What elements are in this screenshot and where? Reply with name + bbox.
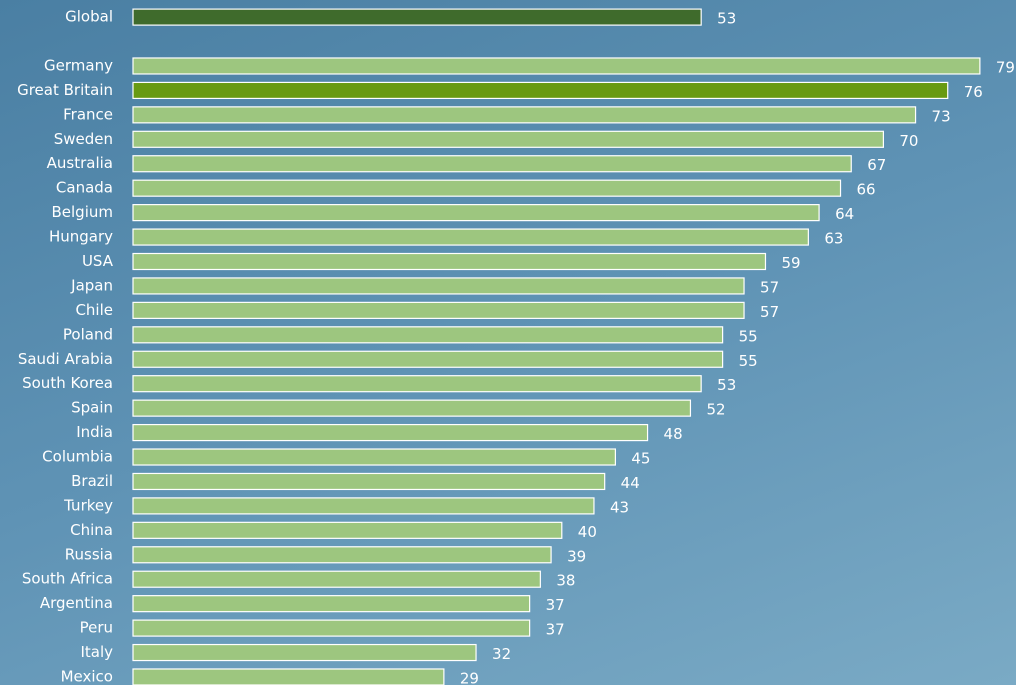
value-label: 57 bbox=[760, 278, 779, 296]
bar bbox=[132, 204, 820, 222]
category-label: Great Britain bbox=[17, 81, 113, 99]
bar bbox=[132, 252, 767, 271]
value-label: 76 bbox=[964, 83, 983, 101]
category-label: France bbox=[63, 105, 113, 123]
category-label: Argentina bbox=[40, 594, 113, 612]
value-label: 55 bbox=[739, 327, 758, 345]
value-label: 53 bbox=[717, 10, 736, 28]
category-label: Brazil bbox=[71, 472, 113, 490]
category-label: Japan bbox=[70, 276, 113, 294]
bar bbox=[132, 155, 852, 173]
bar bbox=[132, 595, 531, 613]
value-label: 66 bbox=[857, 181, 876, 199]
bar bbox=[132, 643, 477, 662]
category-label: Mexico bbox=[61, 667, 113, 685]
value-label: 55 bbox=[739, 352, 758, 370]
bar bbox=[132, 668, 445, 685]
value-label: 59 bbox=[781, 254, 800, 272]
category-label: Germany bbox=[44, 56, 113, 74]
bar bbox=[132, 546, 552, 564]
value-label: 29 bbox=[460, 669, 479, 685]
bar bbox=[132, 497, 595, 515]
value-label: 63 bbox=[824, 230, 843, 248]
bar bbox=[132, 106, 917, 124]
category-label: Peru bbox=[80, 619, 113, 637]
bar bbox=[132, 8, 702, 26]
bar bbox=[132, 472, 606, 491]
value-label: 37 bbox=[546, 596, 565, 614]
category-label: Spain bbox=[71, 399, 113, 417]
bar bbox=[132, 57, 981, 75]
category-label: Sweden bbox=[54, 130, 113, 148]
bar bbox=[132, 81, 949, 100]
value-label: 67 bbox=[867, 156, 886, 174]
category-label: Belgium bbox=[52, 203, 114, 221]
value-label: 38 bbox=[556, 572, 575, 590]
category-label: China bbox=[70, 521, 113, 539]
bar bbox=[132, 228, 809, 246]
category-label: Hungary bbox=[49, 228, 113, 246]
category-label: Chile bbox=[75, 301, 113, 319]
bar bbox=[132, 301, 745, 319]
bar bbox=[132, 448, 616, 466]
category-label: Columbia bbox=[42, 448, 113, 466]
bar bbox=[132, 521, 563, 539]
value-label: 48 bbox=[664, 425, 683, 443]
value-label: 43 bbox=[610, 498, 629, 516]
category-label: Global bbox=[65, 8, 113, 26]
category-label: Turkey bbox=[63, 496, 113, 514]
category-label: Canada bbox=[56, 179, 113, 197]
value-label: 73 bbox=[932, 107, 951, 125]
bar bbox=[132, 570, 541, 588]
category-label: Poland bbox=[63, 325, 113, 343]
category-label: Italy bbox=[80, 643, 113, 661]
category-label: USA bbox=[82, 252, 114, 270]
bar bbox=[132, 375, 702, 393]
value-label: 53 bbox=[717, 376, 736, 394]
value-label: 39 bbox=[567, 547, 586, 565]
value-label: 40 bbox=[578, 523, 597, 541]
category-label: South Korea bbox=[22, 374, 113, 392]
value-label: 37 bbox=[546, 621, 565, 639]
bar bbox=[132, 619, 531, 637]
bar bbox=[132, 423, 649, 442]
bar bbox=[132, 350, 724, 368]
value-label: 44 bbox=[621, 474, 640, 492]
value-label: 57 bbox=[760, 303, 779, 321]
bar bbox=[132, 130, 885, 148]
value-label: 52 bbox=[706, 401, 725, 419]
value-label: 79 bbox=[996, 58, 1015, 76]
bar bbox=[132, 277, 745, 295]
category-label: India bbox=[76, 423, 113, 441]
category-label: Saudi Arabia bbox=[18, 350, 113, 368]
bar bbox=[132, 179, 842, 197]
value-label: 45 bbox=[631, 450, 650, 468]
category-label: Russia bbox=[65, 545, 113, 563]
value-label: 32 bbox=[492, 645, 511, 663]
value-label: 64 bbox=[835, 205, 854, 223]
bar bbox=[132, 399, 692, 417]
bar bbox=[132, 326, 724, 344]
category-label: Australia bbox=[47, 154, 113, 172]
value-label: 70 bbox=[899, 132, 918, 150]
category-label: South Africa bbox=[22, 570, 113, 588]
